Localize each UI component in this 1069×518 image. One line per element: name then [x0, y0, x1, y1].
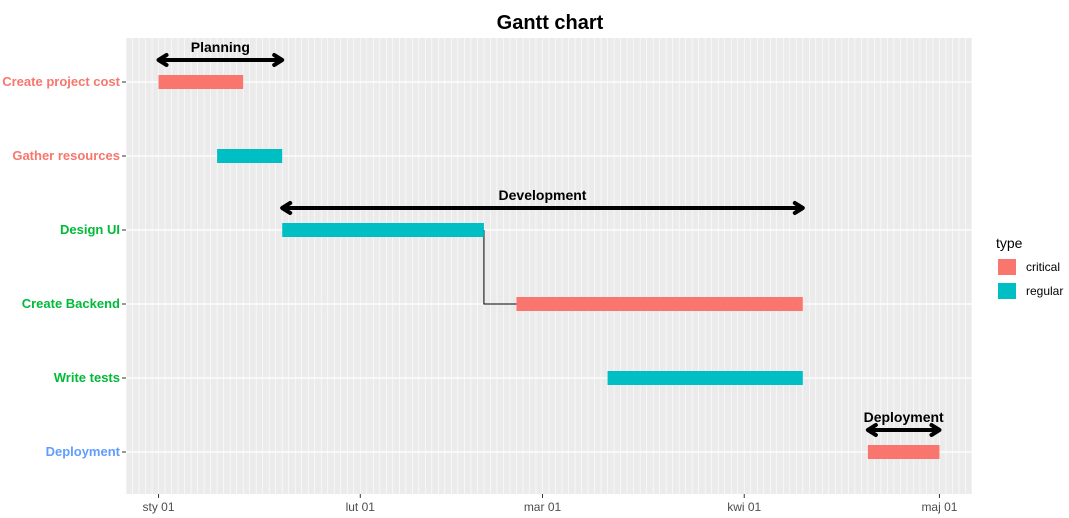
phase-arrow-head-left — [865, 423, 878, 437]
x-tick-label: lut 01 — [346, 500, 376, 514]
phase-arrow-head-right — [272, 53, 285, 67]
task-bar — [158, 75, 244, 89]
phase-arrow: Development — [280, 187, 805, 215]
legend-title: type — [996, 235, 1023, 251]
legend-label: regular — [1026, 284, 1063, 298]
y-tick-label: Create Backend — [22, 296, 120, 311]
phase-arrow-head-left — [156, 53, 169, 67]
task-bar — [867, 445, 940, 459]
x-axis: sty 01 lut 01 mar 01 kwi 01 maj 01 — [143, 494, 958, 514]
phase-label: Planning — [191, 39, 250, 55]
x-tick-label: sty 01 — [143, 500, 175, 514]
legend-label: critical — [1026, 260, 1060, 274]
grid-lines — [125, 38, 973, 494]
x-tick-label: maj 01 — [921, 500, 957, 514]
y-tick-label: Write tests — [54, 370, 120, 385]
x-tick-label: mar 01 — [524, 500, 562, 514]
phase-arrow-head-right — [792, 201, 805, 215]
dependency-lines — [483, 230, 517, 305]
y-tick-label: Design UI — [60, 222, 120, 237]
legend-key-critical — [998, 259, 1016, 275]
y-axis: Create project cost Gather resources Desig… — [2, 74, 126, 459]
task-bars — [158, 75, 940, 459]
phase-arrow: Planning — [156, 39, 285, 67]
y-tick-label: Deployment — [46, 444, 121, 459]
phase-label: Development — [499, 187, 587, 203]
phase-arrows: Planning Development Deployment — [156, 39, 944, 437]
phase-label: Deployment — [864, 409, 944, 425]
legend-key-regular — [998, 283, 1016, 299]
task-bar — [217, 149, 283, 163]
legend: type critical regular — [996, 235, 1063, 299]
y-tick-label: Gather resources — [12, 148, 120, 163]
task-bar — [607, 371, 803, 385]
phase-arrow-head-right — [929, 423, 942, 437]
task-bar — [516, 297, 803, 311]
task-bar — [282, 223, 484, 237]
x-tick-label: kwi 01 — [727, 500, 761, 514]
dependency-line — [483, 230, 517, 305]
y-tick-label: Create project cost — [2, 74, 120, 89]
phase-arrow-head-left — [280, 201, 293, 215]
phase-arrow: Deployment — [864, 409, 944, 437]
chart-title: Gantt chart — [497, 12, 604, 34]
